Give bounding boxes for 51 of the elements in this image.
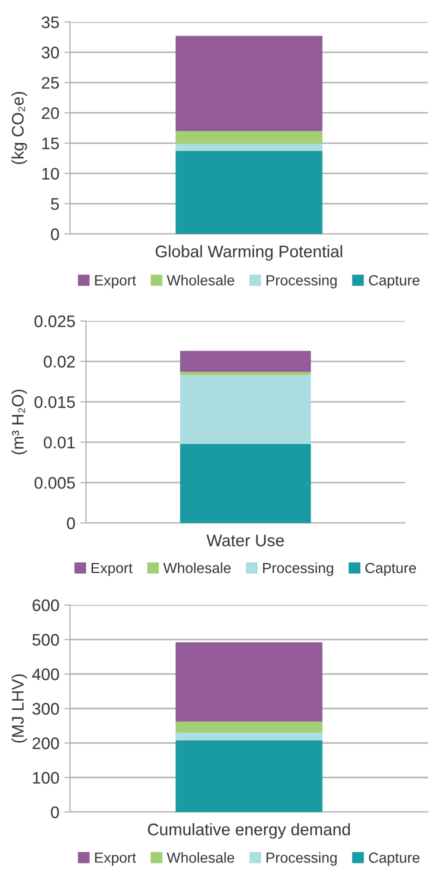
y-tick-label: 15 — [42, 138, 59, 150]
legend-label: Capture — [365, 562, 416, 576]
y-tick-label: 0 — [66, 517, 75, 530]
y-tick-label: 0 — [50, 806, 59, 818]
bar — [176, 732, 322, 740]
y-tick-label: 10 — [42, 168, 59, 180]
bar — [176, 36, 322, 132]
y-tick-label: 600 — [32, 599, 59, 612]
legend-label: Wholesale — [163, 562, 231, 574]
y-tick-label: 0.015 — [34, 396, 75, 408]
y-tick-label: 25 — [42, 76, 59, 89]
bar — [176, 642, 322, 722]
bar — [180, 372, 311, 376]
bar — [180, 350, 311, 372]
y-tick-label: 0.025 — [34, 315, 75, 328]
bar — [176, 131, 322, 144]
legend-label: Wholesale — [166, 274, 234, 286]
y-tick-label: 30 — [42, 46, 59, 58]
y-tick-label: 20 — [42, 107, 59, 120]
y-tick-label: 400 — [32, 668, 59, 680]
x-tick-label: Global Warming Potential — [156, 245, 342, 261]
bar — [180, 375, 311, 444]
bar — [176, 151, 322, 234]
y-tick-label: 0.005 — [34, 477, 75, 489]
bar — [176, 722, 322, 733]
legend-label: Processing — [263, 562, 334, 576]
y-tick-label: 200 — [32, 737, 59, 750]
bar — [180, 444, 311, 523]
legend-label: Export — [95, 852, 136, 866]
y-axis-title: (m³ H₂O) — [11, 390, 27, 454]
y-tick-label: 5 — [50, 198, 59, 210]
legend-label: Capture — [368, 852, 420, 866]
y-axis-title: (kg CO₂e) — [11, 92, 27, 164]
legend-label: Processing — [266, 852, 337, 866]
legend-label: Processing — [266, 274, 337, 288]
legend-label: Export — [92, 563, 132, 576]
y-axis-title: (MJ LHV) — [11, 674, 27, 743]
x-tick-label: Cumulative energy demand — [148, 823, 350, 839]
y-tick-label: 100 — [33, 772, 59, 784]
y-tick-label: 500 — [32, 634, 59, 646]
bar — [176, 740, 322, 812]
legend-label: Wholesale — [166, 852, 234, 863]
y-tick-label: 0 — [50, 228, 59, 240]
y-tick-label: 0.01 — [44, 436, 75, 448]
legend-label: Capture — [368, 275, 420, 288]
bar — [176, 144, 322, 152]
y-tick-label: 0.02 — [44, 356, 75, 368]
y-tick-label: 35 — [42, 16, 59, 28]
x-tick-label: Water Use — [206, 534, 284, 546]
legend-label: Export — [95, 275, 136, 288]
y-tick-label: 300 — [32, 702, 59, 715]
